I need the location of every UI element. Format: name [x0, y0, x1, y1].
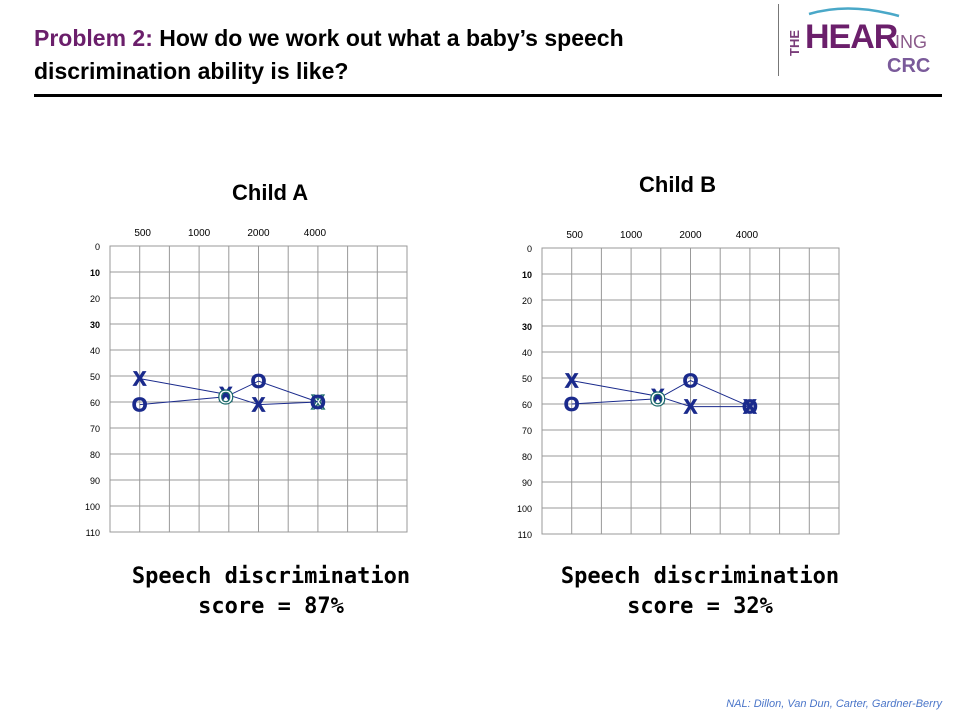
x-tick-label: 2000 [247, 228, 270, 239]
hearing-crc-logo: THE HEAR ING CRC [778, 4, 943, 77]
y-tick-label: 10 [90, 268, 100, 278]
y-tick-label: 40 [90, 346, 100, 356]
y-tick-label: 110 [86, 528, 100, 538]
y-tick-label: 0 [95, 242, 100, 252]
marker-x: X [743, 397, 757, 419]
y-tick-label: 70 [90, 424, 100, 434]
y-tick-label: 80 [522, 452, 532, 462]
y-tick-label: 80 [90, 450, 100, 460]
y-tick-label: 100 [85, 502, 100, 512]
logo-crc: CRC [887, 55, 930, 76]
x-tick-label: 4000 [304, 228, 327, 239]
question-part-1: How do we work out what a baby’s speech [159, 25, 624, 51]
series-line-o [139, 380, 319, 406]
marker-o: O [742, 397, 758, 419]
x-tick-label: 4000 [736, 230, 759, 241]
y-tick-label: 60 [90, 398, 100, 408]
chart-b-score: Speech discrimination score = 32% [540, 562, 860, 622]
x-tick-label: 1000 [620, 230, 643, 241]
y-tick-label: 50 [90, 372, 100, 382]
marker-o: O [218, 387, 234, 409]
series-line-x [571, 380, 750, 408]
marker-x: X [133, 369, 147, 391]
marker-x: X [651, 386, 665, 408]
y-tick-label: 30 [90, 320, 100, 330]
marker-x: X [684, 397, 698, 419]
y-tick-label: 50 [522, 374, 532, 384]
footer-credit: NAL: Dillon, Van Dun, Carter, Gardner-Be… [726, 698, 942, 710]
y-tick-label: 20 [522, 296, 532, 306]
chart-a-score: Speech discrimination score = 87% [111, 562, 431, 622]
y-tick-label: 0 [527, 244, 532, 254]
series-line-o [571, 380, 751, 408]
chart-b-title: Child B [639, 172, 716, 197]
logo-arc-icon [808, 7, 900, 18]
marker-o: O [683, 371, 699, 393]
chart-a-score-line-1: Speech discrimination [131, 564, 411, 589]
chart-a-title: Child A [232, 180, 309, 205]
x-tick-label: 500 [134, 228, 151, 239]
chart-b-audiogram: 0 10 20 30 40 50 60 70 80 90 100 110 500 1000 2000 4000… [517, 230, 840, 540]
marker-o: O [251, 371, 267, 393]
logo-the: THE [787, 30, 802, 56]
logo-ing: ING [895, 32, 927, 52]
y-tick-label: 90 [522, 478, 532, 488]
x-tick-label: 500 [566, 230, 583, 241]
y-tick-label: 30 [522, 322, 532, 332]
problem-label: Problem 2: [34, 25, 153, 51]
y-tick-label: 100 [517, 504, 532, 514]
y-tick-label: 40 [522, 348, 532, 358]
x-tick-label: 2000 [679, 230, 702, 241]
chart-a-score-line-2: score = 87% [198, 594, 344, 619]
series-line-x [139, 378, 318, 406]
chart-b-score-line-1: Speech discrimination [560, 564, 840, 589]
chart-b-score-line-2: score = 32% [627, 594, 773, 619]
y-tick-label: 90 [90, 476, 100, 486]
y-tick-label: 20 [90, 294, 100, 304]
marker-o: O [132, 395, 148, 417]
y-tick-label: 70 [522, 426, 532, 436]
marker-o: O [310, 392, 326, 414]
x-tick-label: 1000 [188, 228, 211, 239]
chart-a-audiogram: 0 10 20 30 40 50 60 70 80 90 100 110 500 1000 2000 4000… [85, 228, 408, 538]
marker-x: X [219, 384, 233, 406]
marker-x: X [252, 395, 266, 417]
slide-header: Problem 2: How do we work out what a bab… [34, 22, 764, 88]
y-tick-label: 10 [522, 270, 532, 280]
marker-x: X [565, 371, 579, 393]
marker-x: X [311, 392, 325, 414]
marker-o: O [650, 389, 666, 411]
logo-graphic: THE HEAR ING CRC [787, 7, 930, 77]
question-part-2: discrimination ability is like? [34, 58, 349, 84]
y-tick-label: 60 [522, 400, 532, 410]
header-divider [34, 94, 942, 97]
marker-o: O [564, 394, 580, 416]
y-tick-label: 110 [518, 530, 532, 540]
logo-hear: HEAR [805, 18, 898, 56]
title-line-1: Problem 2: How do we work out what a bab… [34, 22, 764, 55]
